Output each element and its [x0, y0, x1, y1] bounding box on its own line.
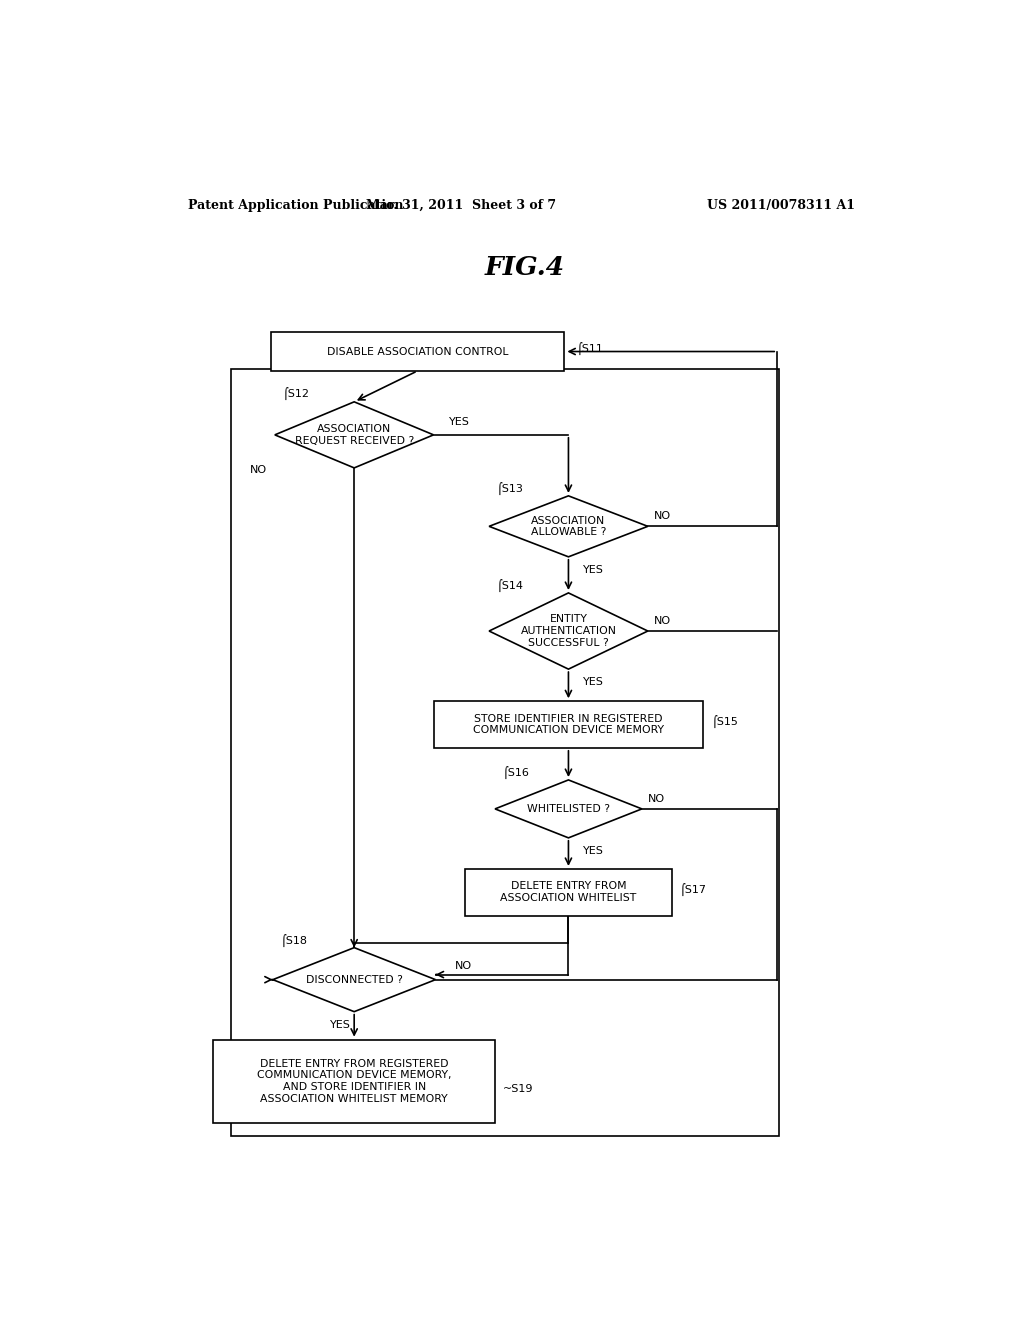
Bar	[465, 869, 672, 916]
Bar	[231, 368, 778, 1137]
Polygon shape	[272, 948, 435, 1011]
Text: NO: NO	[250, 466, 267, 475]
Text: YES: YES	[331, 1020, 351, 1030]
Text: DELETE ENTRY FROM
ASSOCIATION WHITELIST: DELETE ENTRY FROM ASSOCIATION WHITELIST	[501, 882, 637, 903]
Text: FIG.4: FIG.4	[484, 255, 565, 280]
Bar	[433, 701, 703, 748]
Polygon shape	[489, 593, 648, 669]
Text: DISABLE ASSOCIATION CONTROL: DISABLE ASSOCIATION CONTROL	[327, 347, 508, 356]
Text: ⌠S14: ⌠S14	[497, 579, 524, 593]
Text: ⌠S13: ⌠S13	[497, 482, 524, 495]
Text: ASSOCIATION
REQUEST RECEIVED ?: ASSOCIATION REQUEST RECEIVED ?	[295, 424, 414, 446]
Text: ASSOCIATION
ALLOWABLE ?: ASSOCIATION ALLOWABLE ?	[530, 516, 606, 537]
Text: STORE IDENTIFIER IN REGISTERED
COMMUNICATION DEVICE MEMORY: STORE IDENTIFIER IN REGISTERED COMMUNICA…	[473, 714, 664, 735]
Text: YES: YES	[450, 417, 470, 426]
Text: NO: NO	[654, 616, 672, 626]
Polygon shape	[495, 780, 642, 838]
Text: YES: YES	[583, 846, 603, 857]
Text: YES: YES	[583, 677, 603, 688]
Text: ⌠S15: ⌠S15	[712, 715, 738, 729]
Text: ⌠S18: ⌠S18	[281, 935, 308, 946]
Text: NO: NO	[648, 793, 666, 804]
Text: ⌠S12: ⌠S12	[283, 387, 309, 400]
Text: ⌠S17: ⌠S17	[680, 883, 707, 896]
Text: NO: NO	[456, 961, 472, 972]
Text: ENTITY
AUTHENTICATION
SUCCESSFUL ?: ENTITY AUTHENTICATION SUCCESSFUL ?	[520, 614, 616, 648]
Text: ⌠S16: ⌠S16	[503, 767, 529, 779]
Text: ⌠S11: ⌠S11	[577, 342, 603, 355]
Text: Mar. 31, 2011  Sheet 3 of 7: Mar. 31, 2011 Sheet 3 of 7	[367, 198, 556, 211]
Text: WHITELISTED ?: WHITELISTED ?	[527, 804, 610, 814]
Polygon shape	[274, 401, 433, 467]
Text: DISCONNECTED ?: DISCONNECTED ?	[306, 974, 402, 985]
Text: US 2011/0078311 A1: US 2011/0078311 A1	[708, 198, 855, 211]
Text: DELETE ENTRY FROM REGISTERED
COMMUNICATION DEVICE MEMORY,
AND STORE IDENTIFIER I: DELETE ENTRY FROM REGISTERED COMMUNICATI…	[257, 1059, 452, 1104]
Text: Patent Application Publication: Patent Application Publication	[187, 198, 403, 211]
Text: ~S19: ~S19	[503, 1085, 534, 1094]
Bar	[270, 333, 564, 371]
Text: NO: NO	[654, 511, 672, 521]
Polygon shape	[489, 496, 648, 557]
Text: YES: YES	[583, 565, 603, 576]
Bar	[213, 1040, 495, 1123]
